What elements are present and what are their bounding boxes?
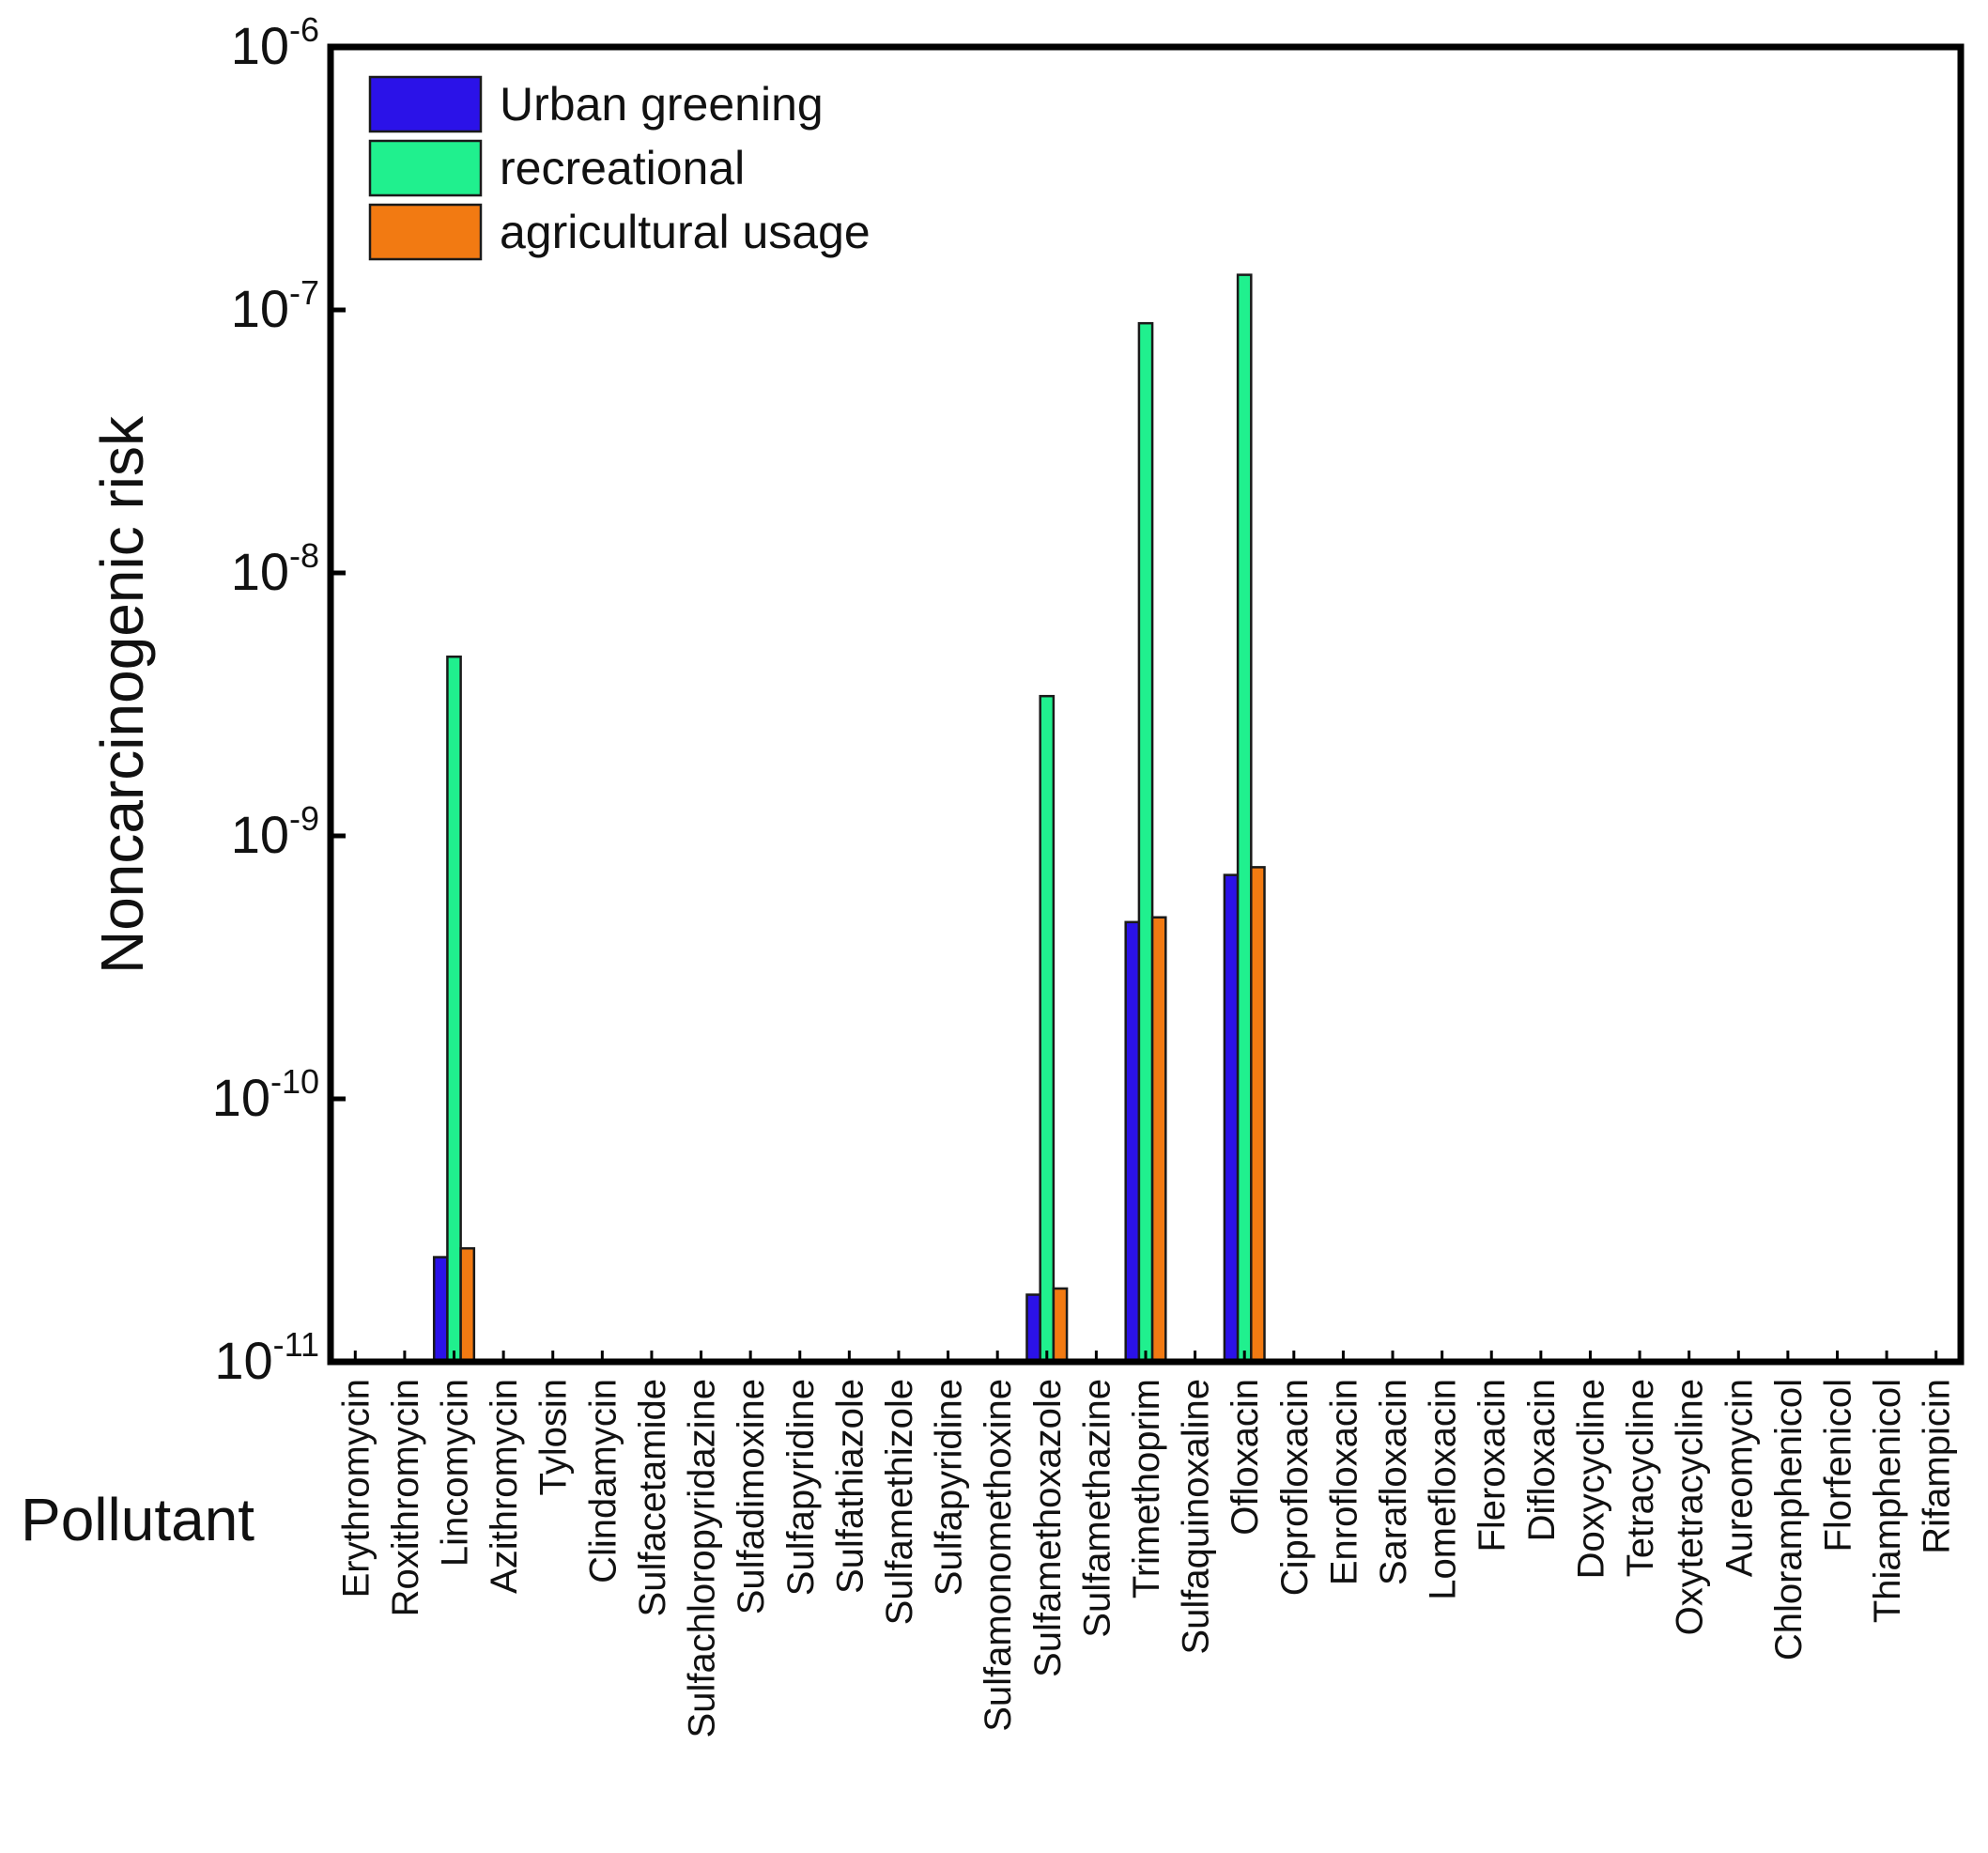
x-tick-label: Tylosin <box>533 1379 575 1496</box>
x-tick-label: Sulfamethizole <box>879 1379 920 1625</box>
x-axis-label: Pollutant <box>21 1486 254 1553</box>
x-tick-label: Sulfamethazine <box>1076 1379 1117 1638</box>
legend: Urban greening recreational agricultural u… <box>370 77 871 259</box>
x-tick-label: Sulfamonomethoxine <box>978 1379 1019 1732</box>
x-tick-label: Ofloxacin <box>1225 1379 1266 1536</box>
y-tick-label: 10-8 <box>231 536 319 601</box>
plot-area <box>434 275 1264 1362</box>
bar-recreational-lincomycin <box>447 656 460 1362</box>
legend-swatch <box>370 77 481 131</box>
bar-urban-greening-ofloxacin <box>1225 875 1238 1362</box>
x-tick-label: Sulfapyridine <box>780 1379 822 1596</box>
x-tick-label: Sulfathiazole <box>829 1379 871 1594</box>
x-tick-label: Difloxacin <box>1521 1379 1563 1541</box>
y-axis: 10-11 10-10 10-9 10-8 10-7 10-6 <box>212 10 346 1390</box>
x-tick-label: Thiamphenicol <box>1867 1379 1908 1623</box>
y-tick-label: 10-6 <box>231 10 319 75</box>
y-tick-label: 10-10 <box>212 1062 319 1127</box>
legend-swatch <box>370 141 481 195</box>
bar-agricultural-usage-lincomycin <box>461 1248 474 1362</box>
legend-label: recreational <box>500 142 745 194</box>
x-tick-label: Sulfachloropyridazine <box>682 1379 723 1737</box>
x-tick-label: Roxithromycin <box>385 1379 426 1616</box>
x-tick-label: Aureomycin <box>1718 1379 1760 1577</box>
x-tick-label: Florfenicol <box>1817 1379 1858 1552</box>
x-tick-label: Sulfaquinoxaline <box>1176 1379 1217 1655</box>
x-tick-label: Sulfacetamide <box>632 1379 673 1616</box>
x-tick-label: Lomefloxacin <box>1423 1379 1464 1600</box>
x-tick-label: Clindamycin <box>582 1379 624 1583</box>
x-tick-label: Lincomycin <box>435 1379 476 1567</box>
x-tick-label: Enrofloxacin <box>1323 1379 1364 1585</box>
bar-urban-greening-sulfamethoxazole <box>1026 1295 1040 1362</box>
x-tick-label: Tetracycline <box>1620 1379 1661 1577</box>
x-tick-label: Trimethoprim <box>1126 1379 1167 1598</box>
x-tick-label: Rifampicin <box>1917 1379 1958 1554</box>
x-tick-label: Fleroxacin <box>1472 1379 1513 1552</box>
x-tick-label: Azithromycin <box>484 1379 525 1594</box>
bar-urban-greening-lincomycin <box>434 1258 447 1362</box>
bar-agricultural-usage-ofloxacin <box>1251 867 1264 1362</box>
legend-swatch <box>370 205 481 259</box>
x-tick-label: Ciprofloxacin <box>1274 1379 1316 1596</box>
legend-label: Urban greening <box>500 78 824 131</box>
x-tick-label: Sulfapyridine <box>929 1379 970 1596</box>
y-tick-label: 10-9 <box>231 799 319 864</box>
x-axis: Erythromycin Roxithromycin Lincomycin Azith… <box>335 1351 1957 1737</box>
x-tick-label: Sulfamethoxazole <box>1027 1379 1069 1677</box>
y-axis-label: Noncarcinogenic risk <box>88 415 156 974</box>
y-tick-label: 10-11 <box>214 1325 319 1390</box>
bar-recreational-sulfamethoxazole <box>1040 696 1054 1362</box>
bar-agricultural-usage-trimethoprim <box>1152 918 1165 1362</box>
legend-label: agricultural usage <box>500 206 871 258</box>
bar-urban-greening-trimethoprim <box>1126 922 1139 1362</box>
x-tick-label: Doxycycline <box>1570 1379 1611 1579</box>
chart-canvas: 10-1110-1010-910-810-710-6 Erythromycin R… <box>0 0 1988 1853</box>
bar-recreational-trimethoprim <box>1139 323 1152 1362</box>
x-tick-label: Sulfadimoxine <box>731 1379 772 1614</box>
x-tick-label: Sarafloxacin <box>1373 1379 1414 1585</box>
x-tick-label: Erythromycin <box>335 1379 377 1598</box>
bar-recreational-ofloxacin <box>1238 275 1251 1362</box>
x-tick-label: Oxytetracycline <box>1670 1379 1711 1635</box>
x-tick-label: Chloramphenicol <box>1768 1379 1810 1660</box>
bar-agricultural-usage-sulfamethoxazole <box>1054 1289 1067 1362</box>
y-tick-label: 10-7 <box>231 273 319 338</box>
